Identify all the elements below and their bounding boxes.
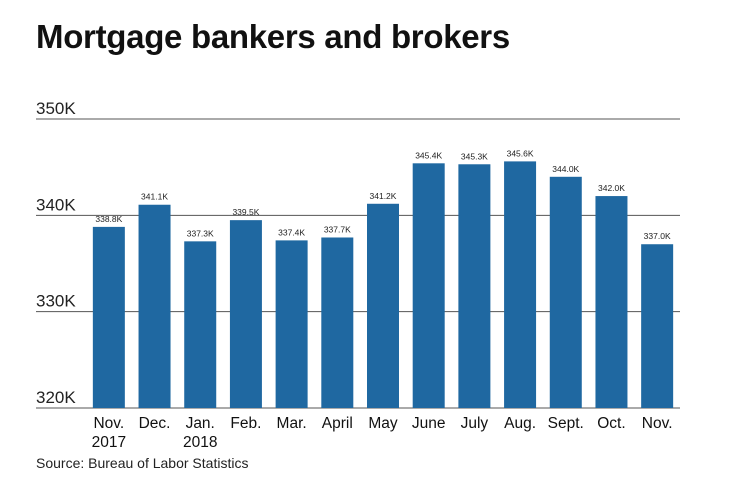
- bar: [367, 203, 399, 408]
- source-note: Source: Bureau of Labor Statistics: [36, 455, 249, 471]
- gridlines: [36, 118, 680, 409]
- bar: [641, 244, 674, 408]
- bar: [458, 164, 491, 408]
- x-tick-label: Nov.: [93, 415, 124, 432]
- x-tick-label: Oct.: [597, 415, 625, 432]
- data-label: 338.8K: [95, 214, 122, 224]
- data-label: 339.5K: [232, 207, 259, 217]
- x-tick-label: 2017: [92, 434, 126, 451]
- data-label: 337.7K: [324, 224, 351, 234]
- y-axis-labels: 320K 330K 340K 350K: [36, 99, 76, 407]
- y-tick-label: 320K: [36, 388, 76, 407]
- chart-title: Mortgage bankers and brokers: [36, 18, 510, 55]
- bar: [138, 204, 171, 408]
- bar: [275, 240, 308, 408]
- data-label: 337.0K: [644, 231, 671, 241]
- bars: [92, 161, 674, 408]
- data-label: 345.6K: [507, 148, 534, 158]
- bar: [549, 176, 582, 408]
- x-axis-labels: Nov. 2017 Dec. Jan. 2018 Feb. Mar. April May June…: [92, 415, 673, 451]
- data-label: 341.2K: [370, 191, 397, 201]
- bar: [321, 237, 354, 408]
- x-tick-label: Jan.: [186, 415, 215, 432]
- data-label: 345.4K: [415, 150, 442, 160]
- bar: [412, 163, 445, 408]
- bar: [504, 161, 537, 408]
- bar: [595, 196, 628, 408]
- bar: [229, 220, 262, 408]
- data-label: 341.1K: [141, 192, 168, 202]
- data-label: 337.3K: [187, 228, 214, 238]
- data-label: 345.3K: [461, 151, 488, 161]
- x-tick-label: April: [322, 415, 353, 432]
- x-tick-label: Nov.: [642, 415, 673, 432]
- x-tick-label: Feb.: [230, 415, 261, 432]
- data-label: 344.0K: [552, 164, 579, 174]
- x-tick-label: May: [368, 415, 398, 432]
- bar: [92, 226, 125, 408]
- bar: [184, 241, 217, 408]
- x-tick-label: Mar.: [277, 415, 307, 432]
- x-tick-label: Sept.: [548, 415, 584, 432]
- x-tick-label: Dec.: [139, 415, 171, 432]
- y-tick-label: 340K: [36, 195, 76, 214]
- data-labels: 338.8K 341.1K 337.3K 339.5K 337.4K 337.7K 341.…: [95, 148, 671, 241]
- y-tick-label: 330K: [36, 292, 76, 311]
- y-tick-label: 350K: [36, 99, 76, 118]
- data-label: 337.4K: [278, 227, 305, 237]
- x-tick-label: June: [412, 415, 446, 432]
- x-tick-label: Aug.: [504, 415, 536, 432]
- x-tick-label: July: [461, 415, 489, 432]
- data-label: 342.0K: [598, 183, 625, 193]
- x-tick-label: 2018: [183, 434, 217, 451]
